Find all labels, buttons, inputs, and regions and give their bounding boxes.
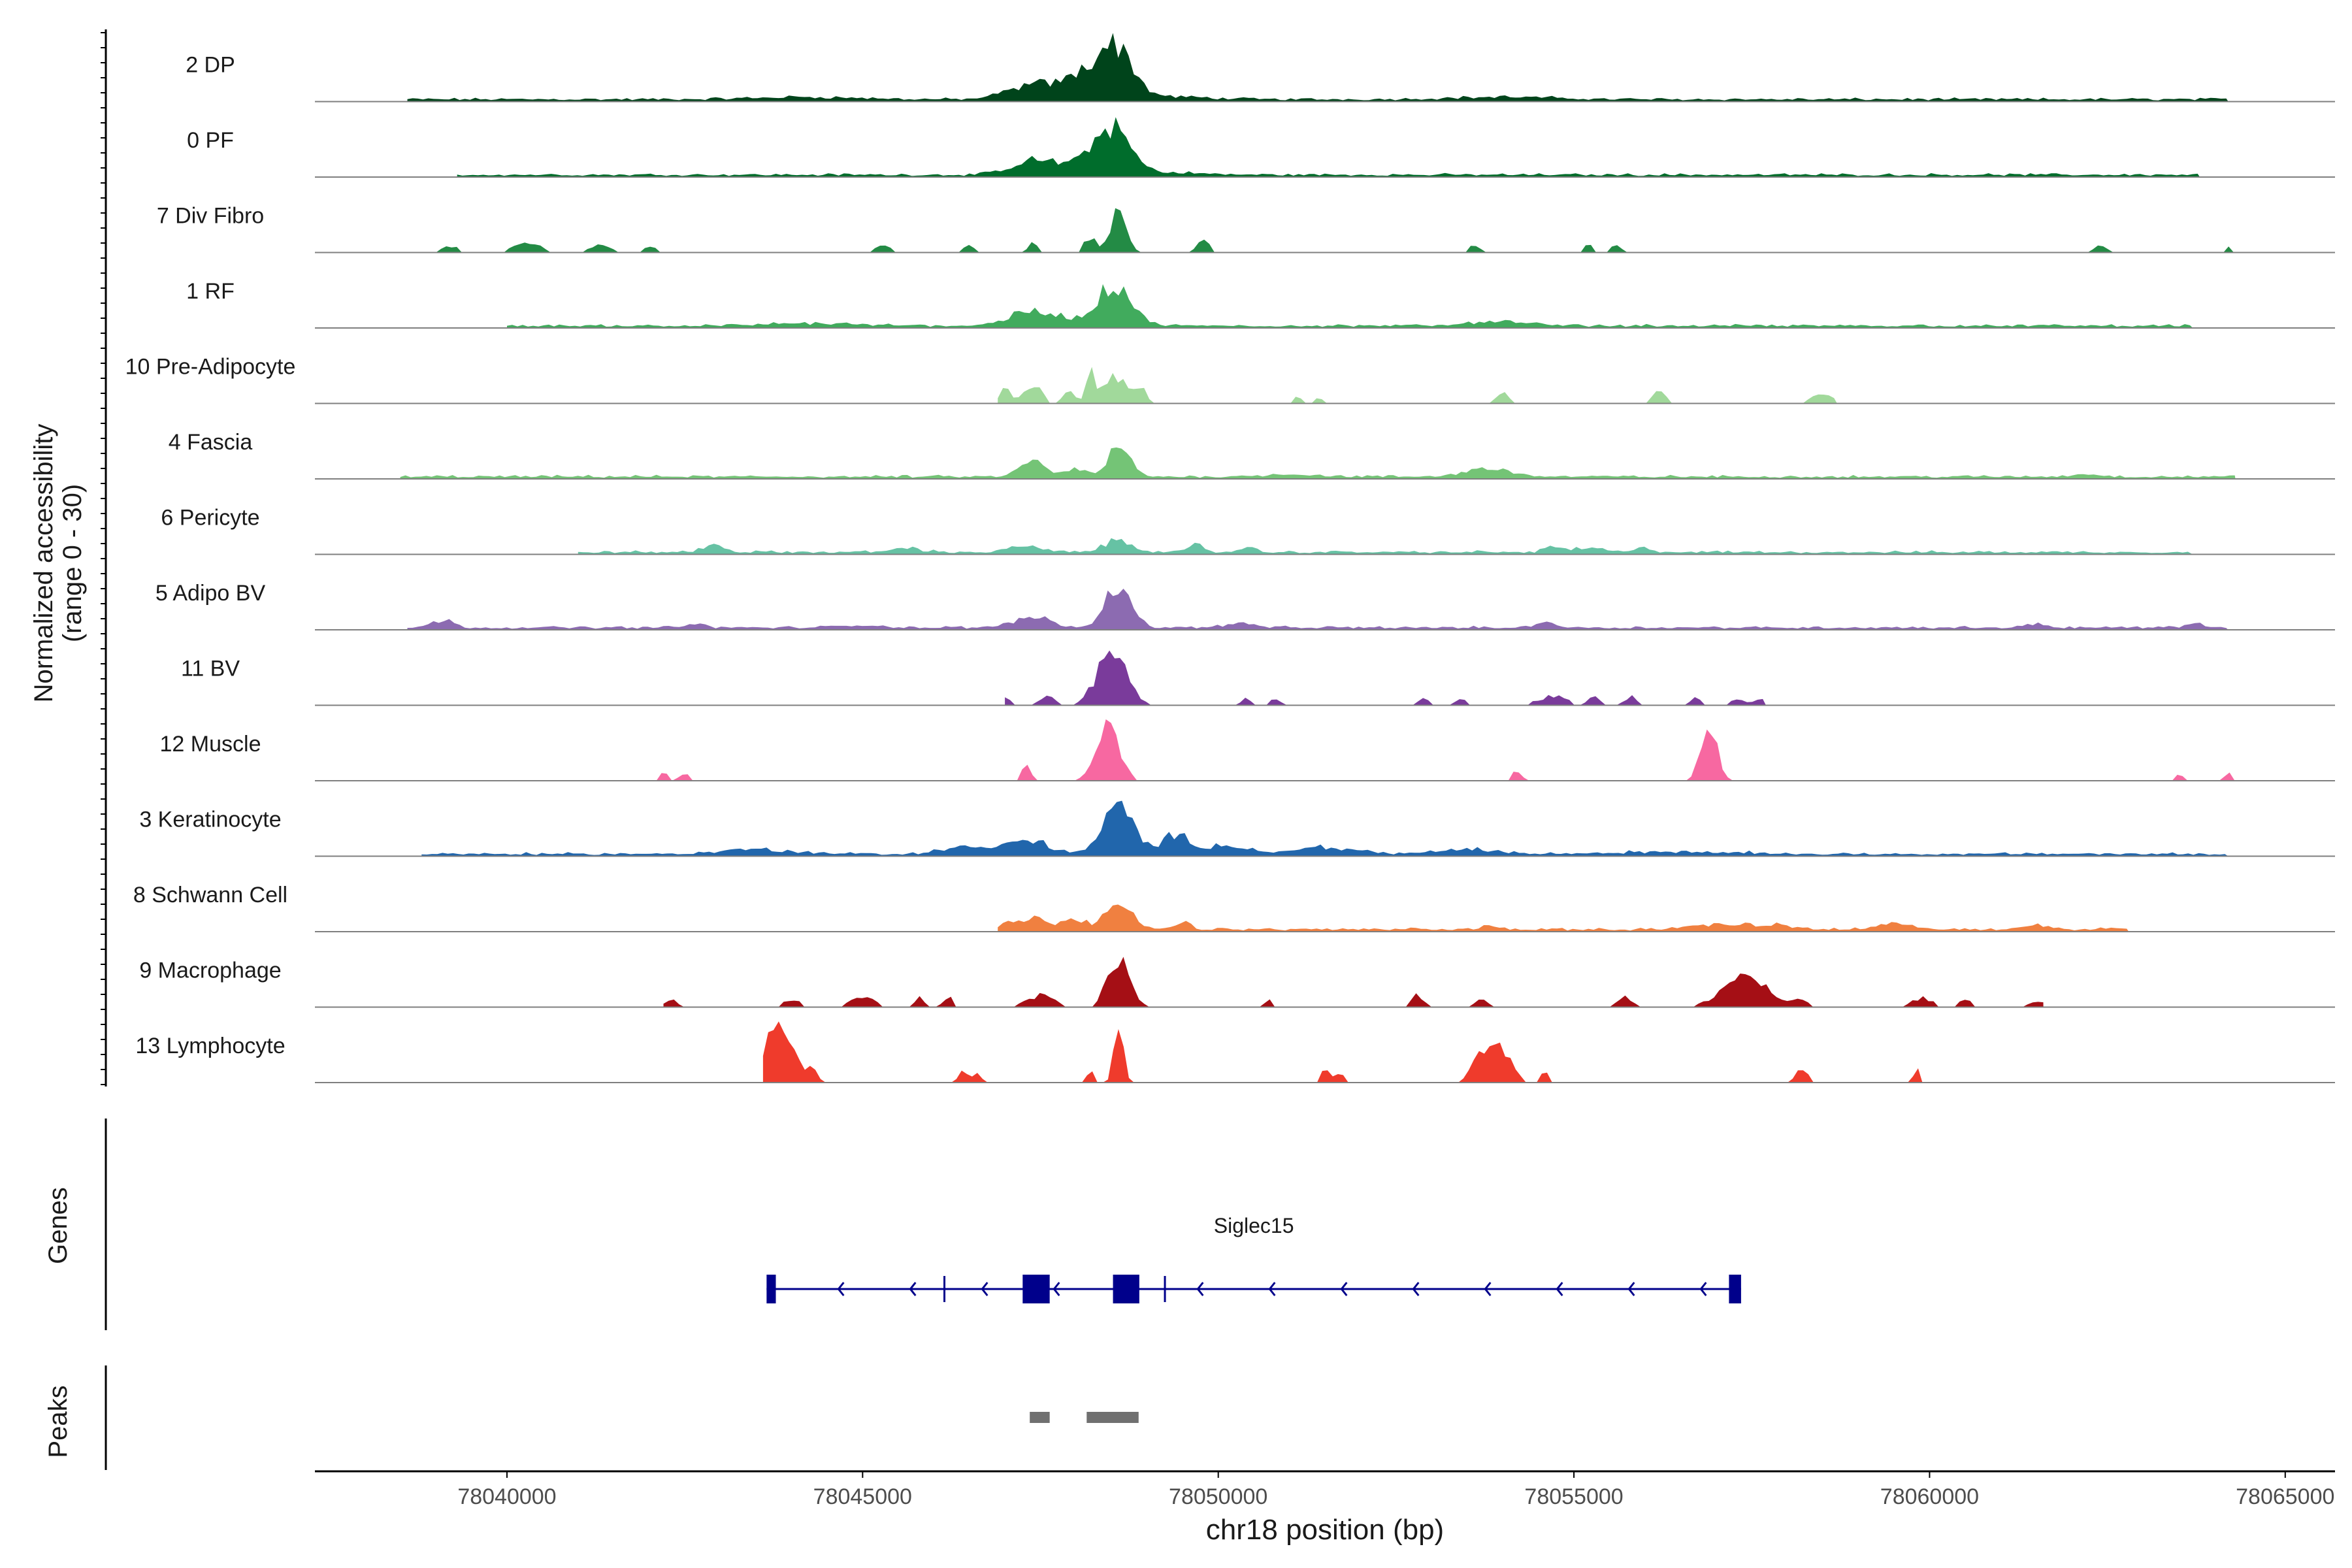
signal-area (436, 208, 2236, 253)
track-label: 10 Pre-Adipocyte (125, 355, 296, 380)
strand-arrow (909, 1282, 917, 1296)
signal-area (421, 800, 2229, 857)
peaks-panel: Peaks (44, 1365, 1139, 1470)
strand-arrow (1556, 1282, 1563, 1296)
signal-area (407, 589, 2229, 630)
signal-area (762, 1021, 1923, 1083)
strand-arrow (981, 1282, 988, 1296)
x-tick-label: 78065000 (2236, 1484, 2334, 1509)
y-axis-title: Normalized accessibility (29, 424, 58, 703)
track-5: 10 Pre-Adipocyte (125, 355, 2335, 404)
track-label: 3 Keratinocyte (139, 808, 281, 832)
track-label: 2 DP (186, 53, 235, 78)
genes-panel-label: Genes (44, 1187, 73, 1264)
exon (1729, 1275, 1741, 1303)
x-tick-label: 78040000 (457, 1484, 556, 1509)
track-label: 7 Div Fibro (157, 204, 264, 229)
strand-arrow (1412, 1282, 1420, 1296)
genes-panel: Genes Siglec15 (44, 1119, 1741, 1330)
track-2: 0 PF (187, 117, 2335, 178)
signal-area (457, 117, 2200, 177)
x-axis-title: chr18 position (bp) (1206, 1514, 1444, 1546)
track-label: 1 RF (186, 279, 235, 304)
y-axis: Normalized accessibility (range 0 - 30) (29, 29, 107, 1086)
peak-region (1086, 1412, 1139, 1423)
x-tick-label: 78050000 (1169, 1484, 1267, 1509)
track-label: 12 Muscle (160, 732, 261, 757)
track-12: 8 Schwann Cell (133, 883, 2335, 932)
track-label: 11 BV (181, 657, 240, 681)
x-tick-label: 78055000 (1524, 1484, 1623, 1509)
strand-arrow (1699, 1282, 1707, 1296)
peaks-panel-label: Peaks (44, 1385, 73, 1458)
exon (1022, 1275, 1050, 1303)
signal-area (407, 33, 2229, 102)
strand-arrow (1340, 1282, 1348, 1296)
strand-arrow (1053, 1282, 1060, 1296)
x-axis: chr18 position (bp) 78040000 78045000 7805… (315, 1470, 2335, 1546)
track-6: 4 Fascia (169, 430, 2335, 480)
signal-area (656, 719, 2236, 781)
exon (1113, 1275, 1139, 1303)
track-9: 11 BV (181, 650, 2335, 706)
strand-arrow (1484, 1282, 1492, 1296)
x-tick-label: 78060000 (1880, 1484, 1979, 1509)
signal-area (1005, 650, 1766, 706)
strand-arrow (837, 1282, 845, 1296)
track-11: 3 Keratinocyte (139, 800, 2335, 857)
gene-name-label: Siglec15 (1214, 1214, 1294, 1237)
track-label: 6 Pericyte (161, 506, 259, 531)
track-14: 13 Lymphocyte (135, 1021, 2335, 1083)
signal-area (507, 284, 2193, 328)
track-label: 13 Lymphocyte (135, 1034, 285, 1058)
signal-area (400, 447, 2236, 479)
track-label: 9 Macrophage (139, 958, 281, 983)
track-label: 5 Adipo BV (155, 581, 266, 606)
y-axis-subtitle: (range 0 - 30) (58, 484, 87, 642)
strand-arrow (1627, 1282, 1635, 1296)
signal-area (578, 538, 2193, 555)
track-1: 2 DP (186, 33, 2335, 103)
track-4: 1 RF (186, 279, 2335, 329)
signal-area (663, 956, 2044, 1007)
strand-arrow (1196, 1282, 1204, 1296)
track-8: 5 Adipo BV (155, 581, 2335, 630)
track-10: 12 Muscle (160, 719, 2335, 781)
accessibility-tracks: 2 DP 0 PF 7 Div Fibro 1 RF 10 Pre-Adipocyte 4… (125, 33, 2335, 1083)
track-3: 7 Div Fibro (157, 204, 2335, 253)
track-label: 0 PF (187, 128, 234, 153)
x-tick-label: 78045000 (813, 1484, 912, 1509)
signal-area (998, 904, 2129, 932)
peak-region (1030, 1412, 1050, 1423)
track-7: 6 Pericyte (161, 506, 2335, 555)
track-label: 4 Fascia (169, 430, 253, 455)
exon (766, 1275, 776, 1303)
strand-arrow (1268, 1282, 1276, 1296)
track-13: 9 Macrophage (139, 956, 2335, 1008)
track-label: 8 Schwann Cell (133, 883, 287, 907)
signal-area (998, 367, 1837, 404)
